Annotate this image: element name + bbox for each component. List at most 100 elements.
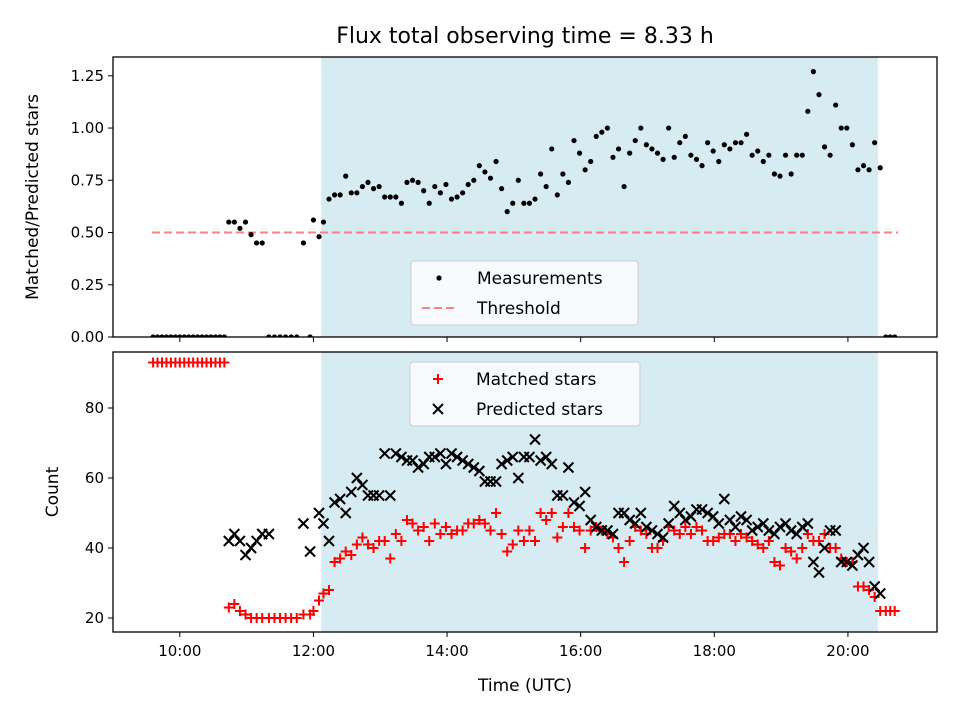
y-tick-label: 0.25 [71,276,104,294]
data-point [799,152,805,158]
data-point [791,553,802,564]
data-point [554,192,560,198]
data-point [779,517,792,530]
data-point [760,158,766,165]
data-point [524,525,535,536]
data-point [552,532,563,543]
data-point [242,219,249,225]
data-point [329,557,340,567]
data-point [752,539,763,550]
data-point [563,508,574,518]
data-point [685,510,697,523]
data-point [872,140,878,146]
data-point [359,183,366,190]
data-point [868,580,881,593]
data-point [490,475,502,488]
data-point [412,461,424,474]
x-tick-label: 18:00 [693,642,736,660]
y-tick-label: 80 [85,399,104,417]
data-point [507,539,518,550]
data-point [805,108,811,114]
data-point [376,183,382,190]
data-point [668,500,680,512]
data-point [724,529,735,539]
data-point [317,517,330,530]
y-axis-label: Matched/Predicted stars [23,94,43,300]
data-point [685,529,696,539]
data-point [829,524,842,537]
data-point [474,515,485,525]
data-point [471,177,477,183]
data-point [291,613,302,623]
data-point [788,171,794,177]
axes-frame [112,351,938,633]
data-point [534,454,547,467]
data-point [736,529,747,539]
data-point [310,217,317,223]
legend-entry: Threshold [422,299,561,319]
y-tick-label: 1.25 [71,67,104,85]
data-point [549,146,555,152]
legend-label: Predicted stars [476,400,603,420]
data-point [448,196,455,202]
data-point [540,451,552,463]
data-point [382,194,388,200]
data-point [640,521,653,533]
data-point [607,528,619,540]
data-point [741,532,752,543]
data-point [304,545,316,558]
data-point [507,451,519,463]
data-point [849,142,855,148]
data-point [482,169,488,175]
data-point [774,521,786,533]
data-point [710,148,716,154]
data-point [576,150,583,156]
data-point [521,200,527,206]
legend-entry: Matched stars [433,370,596,390]
data-point [337,192,343,198]
data-point [297,517,310,530]
data-point [691,522,702,532]
data-point [579,486,591,498]
data-point [629,517,641,530]
data-point [688,152,694,158]
data-point [604,125,611,131]
data-point [646,524,658,537]
data-point [239,549,252,561]
data-point [384,489,396,502]
data-point [446,529,457,539]
data-point [708,536,719,546]
data-point [601,524,614,537]
y-tick-label: 1.00 [71,119,104,137]
data-point [343,173,349,179]
data-point [440,458,452,470]
data-point [345,486,357,498]
data-point [454,194,460,200]
data-point [340,546,351,557]
data-point [543,183,549,190]
x-tick-label: 14:00 [425,642,468,660]
data-point [635,507,647,519]
data-point [638,125,644,131]
x-tick-label: 12:00 [292,642,335,660]
data-point [513,525,524,536]
data-point [852,549,864,561]
data-point [263,528,275,540]
data-point [660,156,666,162]
data-point [599,129,605,135]
data-point [571,137,577,144]
data-point [300,240,307,246]
data-point [354,190,360,196]
data-point [730,536,741,546]
data-point [248,232,254,238]
data-point [418,522,429,532]
data-point [328,496,341,509]
data-point [406,454,419,467]
data-point [785,524,797,537]
data-point [627,150,633,156]
data-point [666,125,672,131]
data-point [705,140,711,146]
data-point [457,525,468,536]
data-point [557,522,568,532]
data-point [763,524,775,537]
